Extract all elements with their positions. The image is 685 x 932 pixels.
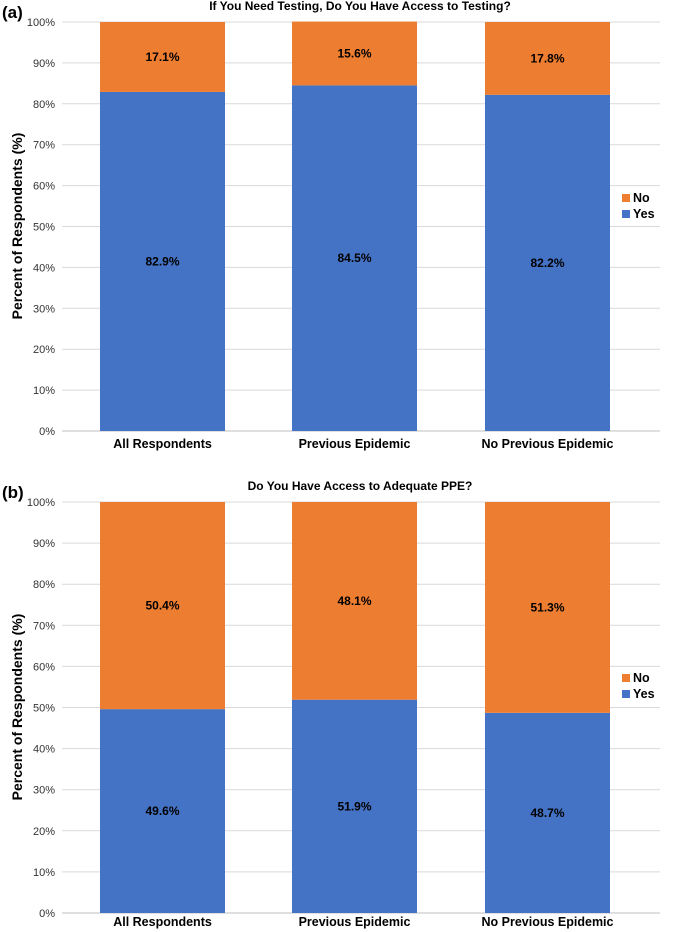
legend-swatch-no — [622, 194, 630, 202]
y-tick-label: 100% — [27, 497, 55, 509]
data-label-no-1: 48.1% — [337, 594, 371, 608]
y-tick-label: 80% — [33, 99, 55, 111]
y-tick-label: 20% — [33, 344, 55, 356]
y-tick-label: 70% — [33, 140, 55, 152]
bar-yes-0 — [100, 709, 225, 913]
y-axis-label: Percent of Respondents (%) — [9, 133, 25, 320]
data-label-no-0: 50.4% — [145, 599, 179, 613]
legend-label-no: No — [633, 671, 650, 685]
y-tick-label: 100% — [27, 17, 55, 29]
category-label: All Respondents — [113, 437, 212, 451]
y-tick-label: 50% — [33, 222, 55, 234]
legend-swatch-yes — [622, 690, 630, 698]
panel-label: (b) — [2, 483, 24, 502]
y-tick-label: 10% — [33, 385, 55, 397]
category-label: Previous Epidemic — [299, 437, 411, 451]
bar-yes-1 — [292, 85, 417, 432]
y-tick-label: 80% — [33, 579, 55, 591]
y-tick-label: 0% — [39, 908, 55, 920]
legend-label-yes: Yes — [633, 687, 655, 701]
bar-no-1 — [292, 502, 417, 700]
data-label-no-0: 17.1% — [145, 50, 179, 64]
y-tick-label: 50% — [33, 703, 55, 715]
y-tick-label: 10% — [33, 867, 55, 879]
y-axis-label: Percent of Respondents (%) — [9, 614, 25, 801]
bar-no-2 — [485, 502, 610, 713]
category-label: No Previous Epidemic — [482, 915, 614, 929]
bar-yes-2 — [485, 94, 610, 431]
data-label-yes-2: 48.7% — [530, 806, 564, 820]
category-label: All Respondents — [113, 915, 212, 929]
bar-yes-0 — [100, 91, 225, 432]
data-label-yes-1: 51.9% — [337, 799, 371, 813]
panel-label: (a) — [2, 3, 23, 22]
data-label-no-2: 17.8% — [530, 51, 564, 65]
y-tick-label: 20% — [33, 826, 55, 838]
chart-panel-b: (b) Do You Have Access to Adequate PPE? Pe… — [2, 479, 660, 929]
chart-title: Do You Have Access to Adequate PPE? — [248, 479, 473, 493]
chart-title: If You Need Testing, Do You Have Access … — [209, 0, 511, 13]
bar-no-2 — [485, 22, 610, 95]
category-label: No Previous Epidemic — [482, 437, 614, 451]
y-tick-label: 30% — [33, 303, 55, 315]
y-tick-label: 70% — [33, 620, 55, 632]
bar-yes-1 — [292, 699, 417, 913]
data-label-yes-0: 49.6% — [145, 804, 179, 818]
legend-label-yes: Yes — [633, 207, 655, 221]
y-tick-label: 90% — [33, 538, 55, 550]
legend-swatch-yes — [622, 210, 630, 218]
y-tick-label: 0% — [39, 426, 55, 438]
bar-yes-2 — [485, 712, 610, 913]
bar-no-1 — [292, 21, 417, 86]
legend-swatch-no — [622, 674, 630, 682]
y-tick-label: 60% — [33, 181, 55, 193]
chart-panel-a: (a) If You Need Testing, Do You Have Acce… — [2, 0, 660, 451]
y-tick-label: 60% — [33, 661, 55, 673]
y-tick-label: 40% — [33, 262, 55, 274]
bar-no-0 — [100, 22, 225, 92]
data-label-yes-1: 84.5% — [337, 251, 371, 265]
category-label: Previous Epidemic — [299, 915, 411, 929]
bar-no-0 — [100, 502, 225, 710]
data-label-no-1: 15.6% — [337, 46, 371, 60]
data-label-yes-2: 82.2% — [530, 256, 564, 270]
data-label-yes-0: 82.9% — [145, 254, 179, 268]
y-tick-label: 90% — [33, 58, 55, 70]
y-tick-label: 40% — [33, 744, 55, 756]
legend-label-no: No — [633, 191, 650, 205]
y-tick-label: 30% — [33, 785, 55, 797]
data-label-no-2: 51.3% — [530, 600, 564, 614]
